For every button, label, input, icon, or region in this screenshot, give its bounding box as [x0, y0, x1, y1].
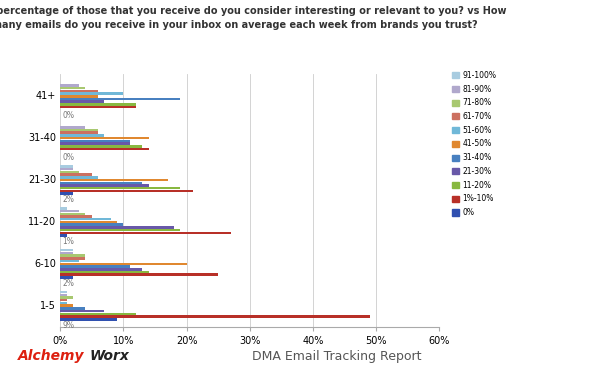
Text: 1%: 1% — [62, 237, 74, 246]
Bar — [60, 84, 79, 87]
Bar — [60, 90, 98, 92]
Bar — [60, 140, 130, 142]
Bar — [60, 226, 174, 229]
Bar — [60, 231, 231, 234]
Text: DMA Email Tracking Report: DMA Email Tracking Report — [252, 350, 422, 363]
Bar — [60, 126, 85, 129]
Text: What percentage of those that you receive do you consider interesting or relevan: What percentage of those that you receiv… — [0, 6, 506, 16]
Bar — [60, 184, 149, 187]
Bar — [60, 165, 73, 168]
Bar — [60, 254, 85, 257]
Bar — [60, 263, 187, 265]
Bar — [60, 257, 85, 260]
Bar — [60, 210, 79, 212]
Bar — [60, 299, 66, 301]
Bar — [60, 265, 130, 268]
Bar — [60, 249, 73, 251]
Bar — [60, 229, 181, 231]
Bar — [60, 148, 149, 150]
Bar — [60, 218, 111, 221]
Bar — [60, 207, 66, 209]
Bar — [60, 304, 73, 307]
Bar — [60, 92, 123, 95]
Bar — [60, 224, 123, 226]
Bar — [60, 212, 85, 215]
Bar — [60, 315, 370, 318]
Bar — [60, 273, 219, 276]
Bar — [60, 276, 73, 279]
Bar — [60, 145, 142, 148]
Bar — [60, 307, 85, 310]
Bar — [60, 173, 92, 176]
Legend: 91-100%, 81-90%, 71-80%, 61-70%, 51-60%, 41-50%, 31-40%, 21-30%, 11-20%, 1%-10%,: 91-100%, 81-90%, 71-80%, 61-70%, 51-60%,… — [452, 71, 496, 217]
Bar — [60, 176, 98, 179]
Bar — [60, 179, 167, 181]
Bar — [60, 312, 136, 315]
Text: Alchemy: Alchemy — [18, 349, 84, 363]
Bar — [60, 137, 149, 140]
Bar — [60, 221, 117, 223]
Bar — [60, 131, 98, 134]
Bar — [60, 171, 79, 173]
Text: many emails do you receive in your inbox on average each week from brands you tr: many emails do you receive in your inbox… — [0, 20, 477, 31]
Bar — [60, 268, 142, 270]
Bar — [60, 182, 142, 184]
Bar — [60, 87, 85, 89]
Bar — [60, 95, 98, 97]
Bar — [60, 296, 73, 299]
Bar — [60, 294, 66, 296]
Bar — [60, 192, 73, 195]
Text: Worx: Worx — [89, 349, 129, 363]
Bar — [60, 103, 136, 106]
Text: 0%: 0% — [62, 153, 74, 162]
Bar — [60, 98, 181, 100]
Text: 2%: 2% — [62, 195, 74, 204]
Bar — [60, 168, 73, 170]
Bar — [60, 251, 73, 254]
Bar — [60, 310, 105, 312]
Bar — [60, 302, 66, 304]
Bar — [60, 100, 105, 103]
Bar — [60, 187, 181, 189]
Bar — [60, 142, 130, 145]
Bar — [60, 291, 66, 293]
Bar — [60, 190, 193, 192]
Bar — [60, 271, 149, 273]
Bar — [60, 234, 66, 237]
Bar — [60, 318, 117, 321]
Bar — [60, 260, 79, 262]
Bar — [60, 134, 105, 137]
Bar — [60, 215, 92, 218]
Text: 9%: 9% — [62, 321, 74, 330]
Bar — [60, 106, 136, 109]
Text: 2%: 2% — [62, 279, 74, 288]
Text: 0%: 0% — [62, 111, 74, 121]
Bar — [60, 129, 98, 131]
